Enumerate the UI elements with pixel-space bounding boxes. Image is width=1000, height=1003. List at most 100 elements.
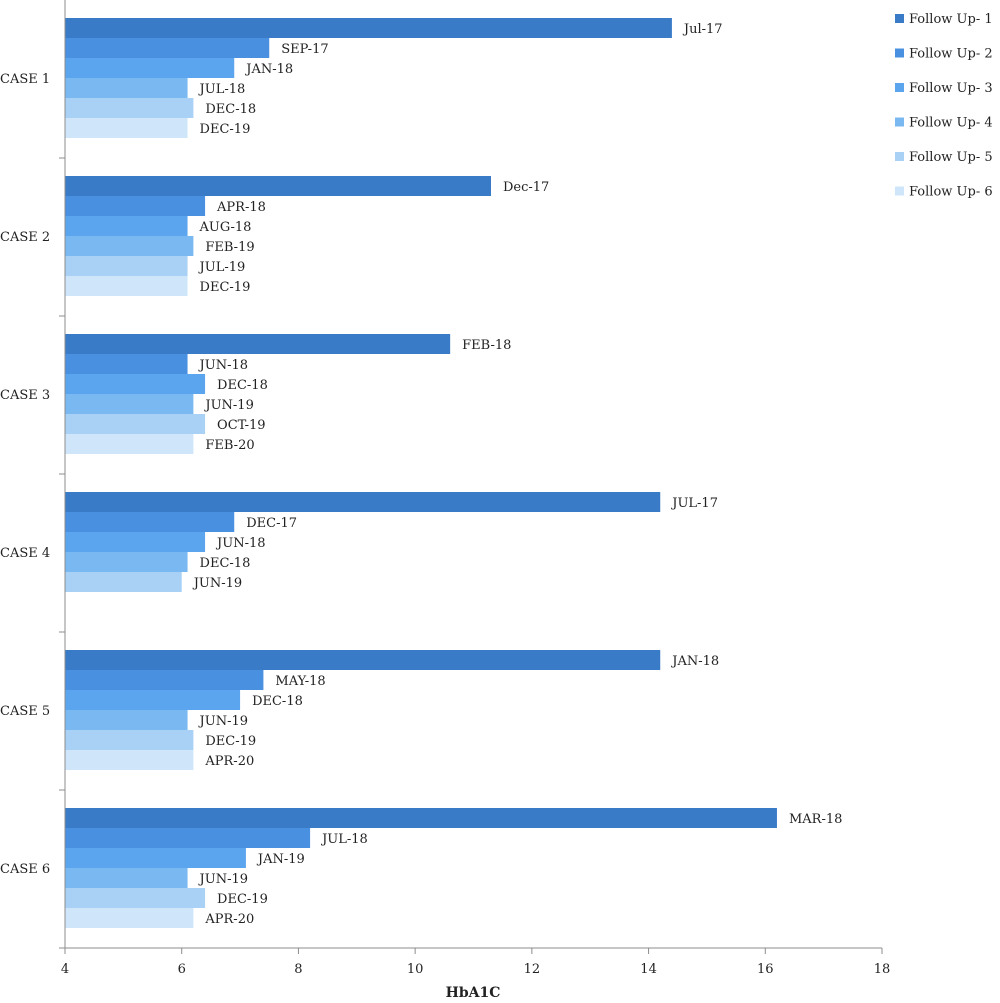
data-label-6-3: JAN-19 xyxy=(256,852,305,867)
bar-4-1 xyxy=(65,492,661,512)
data-label-5-4: JUN-19 xyxy=(198,714,248,729)
legend-label-3: Follow Up- 3 xyxy=(909,81,993,96)
bar-2-6 xyxy=(65,276,188,296)
category-label-6: CASE 6 xyxy=(0,862,50,877)
data-label-3-1: FEB-18 xyxy=(462,338,511,353)
data-label-2-2: APR-18 xyxy=(216,200,266,215)
data-label-4-1: JUL-17 xyxy=(670,496,718,511)
bar-2-3 xyxy=(65,216,188,236)
x-tick-label-3: 10 xyxy=(407,962,424,977)
legend-label-2: Follow Up- 2 xyxy=(909,47,993,62)
bar-5-3 xyxy=(65,690,241,710)
legend-swatch-2 xyxy=(895,48,904,58)
bar-3-6 xyxy=(65,434,194,454)
bar-3-3 xyxy=(65,374,206,394)
bar-4-5 xyxy=(65,572,182,592)
bar-6-3 xyxy=(65,848,246,868)
data-label-5-3: DEC-18 xyxy=(252,694,303,709)
category-label-4: CASE 4 xyxy=(0,546,50,561)
bar-2-4 xyxy=(65,236,194,256)
data-label-2-1: Dec-17 xyxy=(503,180,549,195)
data-labels-layer: Jul-17 SEP-17 JAN-18 JUL-18 DEC-18 DEC-19 Dec-… xyxy=(192,22,843,927)
bar-6-1 xyxy=(65,808,777,828)
bar-3-5 xyxy=(65,414,206,434)
x-axis-title: HbA1C xyxy=(446,985,501,1001)
bar-1-2 xyxy=(65,38,270,58)
legend-swatch-6 xyxy=(895,186,904,196)
bar-5-1 xyxy=(65,650,661,670)
bar-2-1 xyxy=(65,176,492,196)
data-label-1-2: SEP-17 xyxy=(281,42,328,57)
bar-1-1 xyxy=(65,18,672,38)
data-label-6-2: JUL-18 xyxy=(320,832,368,847)
data-label-3-5: OCT-19 xyxy=(217,418,266,433)
data-label-3-6: FEB-20 xyxy=(205,438,254,453)
data-label-3-4: JUN-19 xyxy=(203,398,253,413)
data-label-5-1: JAN-18 xyxy=(670,654,719,669)
bar-6-4 xyxy=(65,868,188,888)
x-tick-label-1: 6 xyxy=(178,962,186,977)
bar-2-2 xyxy=(65,196,206,216)
legend-label-4: Follow Up- 4 xyxy=(909,116,993,131)
ticks-layer: CASE 1 CASE 2 CASE 3 CASE 4 CASE 5 CASE 6 4 6 8 1… xyxy=(0,72,890,977)
bar-4-2 xyxy=(65,512,235,532)
data-label-4-3: JUN-18 xyxy=(215,536,265,551)
data-label-4-2: DEC-17 xyxy=(246,516,297,531)
legend-label-5: Follow Up- 5 xyxy=(909,150,993,165)
bar-5-6 xyxy=(65,750,194,770)
bar-1-3 xyxy=(65,58,235,78)
x-tick-label-6: 16 xyxy=(757,962,774,977)
data-label-5-5: DEC-19 xyxy=(205,734,256,749)
bar-4-4 xyxy=(65,552,188,572)
category-label-5: CASE 5 xyxy=(0,704,50,719)
axes-layer xyxy=(64,0,882,949)
bar-2-5 xyxy=(65,256,188,276)
bar-5-4 xyxy=(65,710,188,730)
category-label-3: CASE 3 xyxy=(0,388,50,403)
legend-label-6: Follow Up- 6 xyxy=(909,185,993,200)
bar-5-5 xyxy=(65,730,194,750)
x-tick-label-7: 18 xyxy=(874,962,891,977)
x-tick-label-5: 14 xyxy=(640,962,657,977)
bar-1-6 xyxy=(65,118,188,138)
legend-swatch-1 xyxy=(895,14,904,23)
bar-1-4 xyxy=(65,78,188,98)
legend-label-1: Follow Up- 1 xyxy=(909,12,993,27)
bar-3-1 xyxy=(65,334,451,354)
x-tick-label-4: 12 xyxy=(524,962,541,977)
bar-6-6 xyxy=(65,908,194,928)
data-label-1-4: JUL-18 xyxy=(198,82,246,97)
data-label-2-6: DEC-19 xyxy=(200,280,251,295)
data-label-2-4: FEB-19 xyxy=(205,240,254,255)
data-label-2-3: AUG-18 xyxy=(199,220,252,235)
data-label-6-4: JUN-19 xyxy=(198,872,248,887)
data-label-5-2: MAY-18 xyxy=(275,674,325,689)
data-label-6-6: APR-20 xyxy=(204,912,254,927)
data-label-1-1: Jul-17 xyxy=(682,22,723,37)
data-label-4-5: JUN-19 xyxy=(192,576,242,591)
data-label-3-2: JUN-18 xyxy=(198,358,248,373)
data-label-4-4: DEC-18 xyxy=(200,556,251,571)
data-label-2-5: JUL-19 xyxy=(198,260,246,275)
bar-5-2 xyxy=(65,670,264,690)
data-label-6-1: MAR-18 xyxy=(789,812,842,827)
data-label-5-6: APR-20 xyxy=(204,754,254,769)
legend-swatch-5 xyxy=(895,152,904,161)
x-tick-label-0: 4 xyxy=(61,962,69,977)
data-label-1-3: JAN-18 xyxy=(244,62,293,77)
legend-swatch-3 xyxy=(895,83,904,92)
bar-6-2 xyxy=(65,828,311,848)
category-label-1: CASE 1 xyxy=(0,72,50,87)
data-label-1-5: DEC-18 xyxy=(205,102,256,117)
bar-6-5 xyxy=(65,888,206,908)
x-tick-label-2: 8 xyxy=(294,962,302,977)
bar-1-5 xyxy=(65,98,194,118)
data-label-6-5: DEC-19 xyxy=(217,892,268,907)
bars-layer xyxy=(65,18,777,928)
bar-4-3 xyxy=(65,532,206,552)
category-label-2: CASE 2 xyxy=(0,230,50,245)
data-label-1-6: DEC-19 xyxy=(200,122,251,137)
legend: Follow Up- 1 Follow Up- 2 Follow Up- 3 Foll… xyxy=(895,12,993,200)
bar-3-2 xyxy=(65,354,188,374)
